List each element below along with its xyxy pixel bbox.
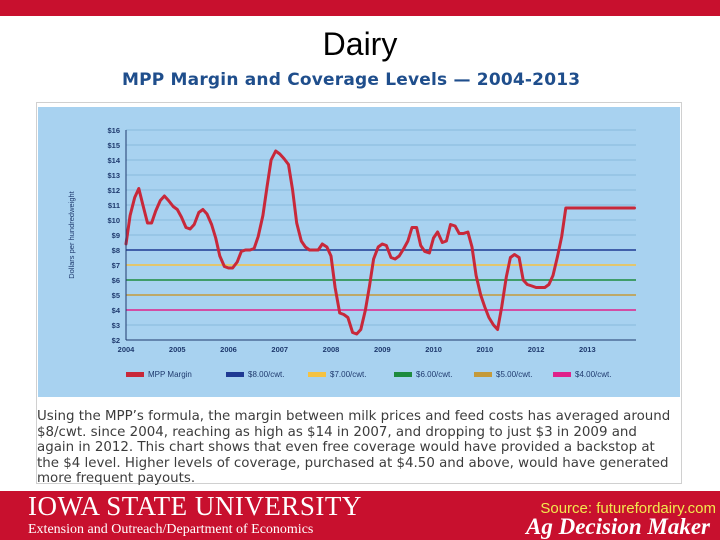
- x-tick-label: 2013: [579, 345, 596, 354]
- coverage-lines: [126, 249, 636, 311]
- x-tick-label: 2004: [118, 345, 136, 354]
- y-tick-label: $13: [107, 171, 120, 180]
- x-tick-label: 2012: [528, 345, 545, 354]
- x-tick-label: 2008: [323, 345, 340, 354]
- axis-layer: $2 $3 $4 $5 $6 $7 $8 $9 $10 $11 $12 $13 $14 $15 $16 200…: [67, 126, 636, 354]
- y-tick-label: $14: [107, 156, 120, 165]
- margin-chart: $2 $3 $4 $5 $6 $7 $8 $9 $10 $11 $12 $13 $14 $15 $16 200…: [67, 126, 636, 379]
- legend-swatch: [553, 372, 571, 377]
- legend-label: $7.00/cwt.: [330, 370, 366, 379]
- y-tick-label: $3: [112, 321, 120, 330]
- x-tick-label: 2009: [374, 345, 391, 354]
- legend-swatch: [126, 372, 144, 377]
- university-name: IOWA STATE UNIVERSITY: [28, 491, 362, 521]
- y-tick-label: $8: [112, 246, 120, 255]
- legend-label: $5.00/cwt.: [496, 370, 532, 379]
- x-tick-label: 2010: [476, 345, 493, 354]
- brand-name: Ag Decision Maker: [526, 514, 710, 539]
- legend-swatch: [474, 372, 492, 377]
- series-line-mpp-margin: [124, 149, 636, 336]
- y-tick-label: $7: [112, 261, 120, 270]
- y-tick-label: $4: [112, 306, 121, 315]
- y-tick-label: $12: [107, 186, 120, 195]
- y-tick-label: $10: [107, 216, 120, 225]
- x-tick-label: 2005: [169, 345, 186, 354]
- y-tick-label: $15: [107, 141, 120, 150]
- source-credit: Source: futurefordairy.com: [540, 500, 716, 517]
- series-layer: [124, 149, 636, 336]
- y-axis-title: Dollars per hundredweight: [67, 190, 76, 278]
- y-tick-label: $16: [107, 126, 120, 135]
- x-tick-label: 2010: [425, 345, 442, 354]
- chart-caption: Using the MPP’s formula, the margin betw…: [37, 409, 671, 486]
- chart-title: MPP Margin and Coverage Levels — 2004-20…: [122, 70, 581, 90]
- y-tick-label: $6: [112, 276, 120, 285]
- slide-title: Dairy: [322, 26, 398, 62]
- y-tick-label: $11: [108, 201, 120, 210]
- y-tick-label: $2: [112, 336, 120, 345]
- top-accent-bar: [0, 0, 720, 16]
- legend: MPP Margin $8.00/cwt. $7.00/cwt. $6.00/cwt.…: [126, 370, 611, 379]
- y-tick-label: $9: [112, 231, 120, 240]
- legend-label: $8.00/cwt.: [248, 370, 284, 379]
- department-name: Extension and Outreach/Department of Eco…: [28, 522, 314, 537]
- x-tick-label: 2006: [220, 345, 237, 354]
- x-tick-label: 2007: [271, 345, 288, 354]
- legend-swatch: [226, 372, 244, 377]
- footer-bar: [0, 491, 720, 540]
- legend-label: $6.00/cwt.: [416, 370, 452, 379]
- legend-swatch: [394, 372, 412, 377]
- legend-label: MPP Margin: [148, 370, 192, 379]
- legend-swatch: [308, 372, 326, 377]
- y-tick-label: $5: [112, 291, 120, 300]
- chart-panel: [38, 107, 680, 397]
- legend-label: $4.00/cwt.: [575, 370, 611, 379]
- grid-layer: [126, 129, 636, 341]
